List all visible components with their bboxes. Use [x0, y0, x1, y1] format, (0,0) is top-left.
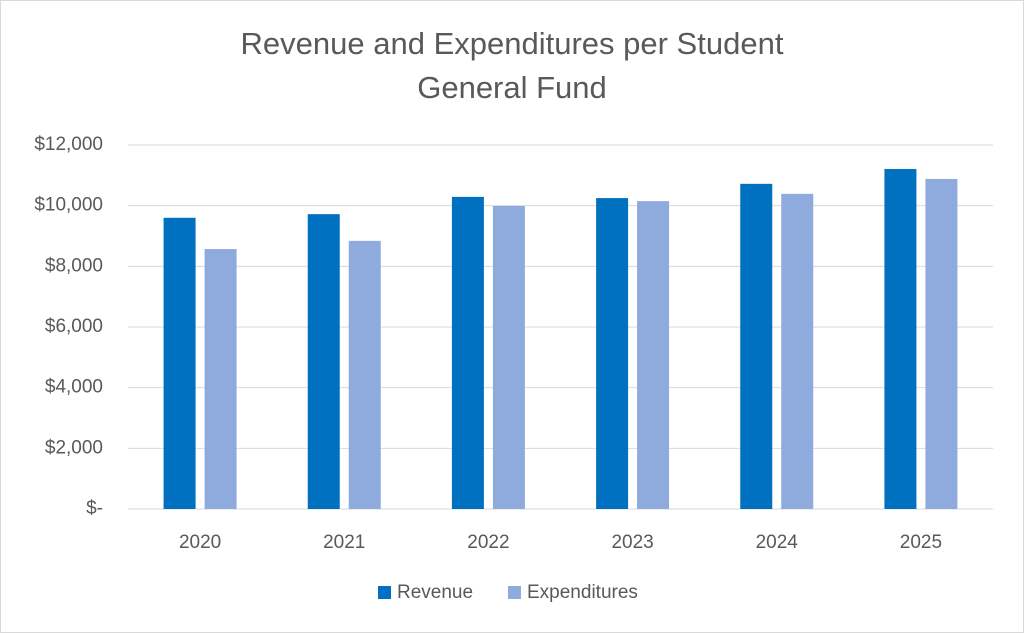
y-tick-label: $6,000: [45, 316, 103, 337]
chart-title: Revenue and Expenditures per Student: [241, 26, 784, 61]
bar: [637, 201, 670, 509]
bar: [781, 193, 814, 509]
bar: [163, 217, 196, 510]
chart-subtitle: General Fund: [417, 70, 607, 105]
bar: [925, 178, 958, 509]
y-tick-label: $8,000: [45, 255, 103, 276]
bar: [307, 214, 340, 509]
bar: [204, 249, 237, 509]
x-tick-label: 2022: [467, 532, 509, 553]
x-tick-label: 2025: [900, 532, 942, 553]
y-tick-label: $-: [86, 498, 103, 519]
bar: [884, 168, 917, 510]
bar: [348, 240, 381, 509]
x-tick-label: 2024: [756, 532, 799, 553]
x-tick-label: 2020: [179, 532, 221, 553]
y-tick-label: $4,000: [45, 377, 103, 398]
y-tick-label: $2,000: [45, 437, 103, 458]
x-tick-label: 2021: [323, 532, 365, 553]
y-tick-label: $10,000: [34, 195, 103, 216]
legend-label: Expenditures: [527, 582, 638, 603]
x-tick-label: 2023: [611, 532, 653, 553]
legend-swatch: [508, 586, 521, 599]
y-tick-label: $12,000: [34, 134, 103, 155]
legend-label: Revenue: [397, 582, 473, 603]
legend-swatch: [378, 586, 391, 599]
bar: [492, 205, 525, 509]
bar: [451, 196, 484, 509]
bar: [740, 183, 773, 509]
bar: [596, 198, 629, 510]
